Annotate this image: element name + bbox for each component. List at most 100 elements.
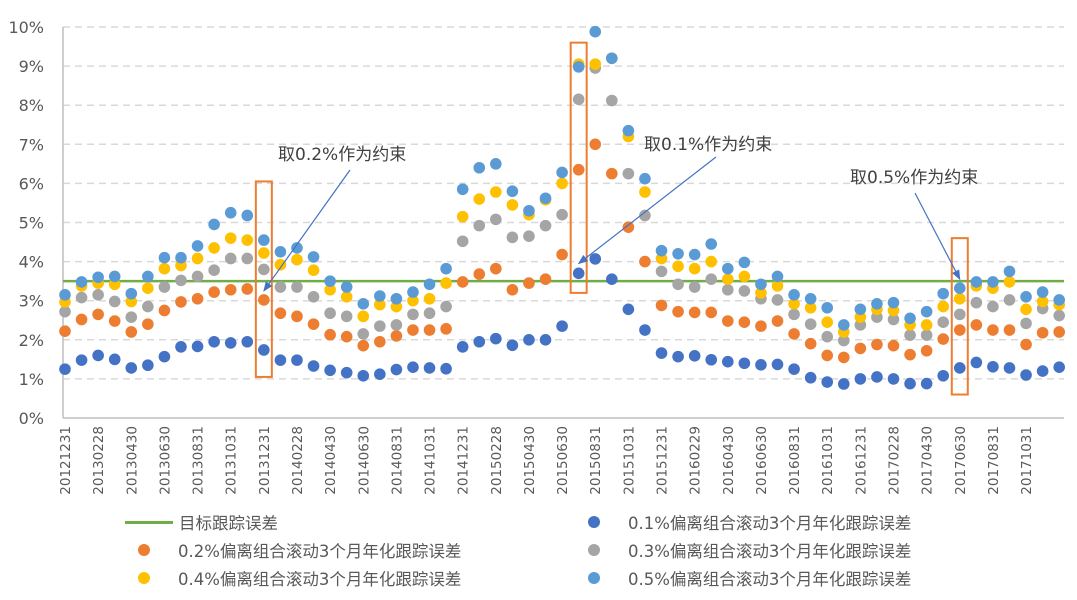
data-point <box>390 292 403 305</box>
series-2 <box>59 138 1065 364</box>
data-point <box>191 340 204 353</box>
data-point <box>1020 338 1032 351</box>
data-point <box>490 158 502 170</box>
data-point <box>307 318 320 330</box>
data-point <box>291 242 303 254</box>
data-point <box>108 295 121 308</box>
data-point <box>755 287 767 299</box>
data-point <box>738 270 751 283</box>
x-tick-label: 20140228 <box>290 426 306 495</box>
legend-line-swatch <box>125 520 173 524</box>
data-point <box>904 329 916 341</box>
data-point <box>307 290 320 303</box>
y-tick-label: 8% <box>19 96 44 115</box>
data-point <box>191 292 204 305</box>
x-tick-label: 20161031 <box>820 426 836 495</box>
data-point <box>523 334 535 346</box>
data-point <box>854 342 867 355</box>
data-point <box>771 315 784 327</box>
x-tick-label: 20170831 <box>986 426 1002 495</box>
highlight-box <box>569 41 588 294</box>
data-point <box>904 377 916 390</box>
data-point <box>572 93 585 106</box>
data-point <box>191 270 204 283</box>
data-point <box>440 362 452 375</box>
data-point <box>705 238 718 250</box>
data-point <box>920 329 933 341</box>
data-point <box>92 289 104 301</box>
series-3 <box>59 62 1065 347</box>
data-point <box>970 296 983 309</box>
data-point <box>506 231 519 244</box>
data-point <box>837 319 850 331</box>
legend-label: 0.1%偏离组合滚动3个月年化跟踪误差 <box>628 514 912 533</box>
legend-item-0-5pct: 0.5%偏离组合滚动3个月年化跟踪误差 <box>568 566 911 590</box>
data-point <box>92 308 104 321</box>
y-tick-label: 7% <box>19 135 44 154</box>
data-point <box>324 364 336 377</box>
legend-label: 0.2%偏离组合滚动3个月年化跟踪误差 <box>178 542 462 561</box>
data-point <box>473 193 486 205</box>
data-point <box>688 262 701 275</box>
data-point <box>688 248 701 261</box>
data-point <box>738 285 751 297</box>
data-point <box>771 270 784 283</box>
data-point <box>755 359 767 371</box>
data-point <box>357 339 370 352</box>
data-point <box>821 301 834 314</box>
annotation-arrow <box>263 169 351 292</box>
data-point <box>987 324 999 336</box>
data-point <box>423 292 436 305</box>
data-point <box>904 348 916 361</box>
series-1 <box>59 253 1065 390</box>
data-point <box>1053 309 1065 322</box>
data-point <box>556 166 568 179</box>
data-point <box>937 316 950 329</box>
data-point <box>158 350 171 363</box>
x-tick-label: 20140831 <box>389 426 405 495</box>
data-point <box>738 316 751 329</box>
y-tick-label: 9% <box>19 57 44 76</box>
x-tick-label: 20140430 <box>323 426 339 495</box>
data-point <box>1036 286 1049 298</box>
x-tick-label: 20150430 <box>522 426 538 495</box>
data-point <box>506 185 519 198</box>
data-point <box>224 283 237 296</box>
chart: 0% 1% 2% 3% 4% 5% 6% 7% 8% 9% 10% 20121231 20130228… <box>8 18 1065 495</box>
x-tick-label: 20170630 <box>953 426 969 495</box>
data-point <box>871 298 883 310</box>
data-point <box>556 320 568 332</box>
x-axis-ticks: 20121231 20130228 20130430 20130630 20130831… <box>58 426 1035 495</box>
data-point <box>722 262 734 275</box>
data-point <box>672 305 684 318</box>
data-point <box>788 298 800 310</box>
data-point <box>423 362 436 374</box>
data-point <box>374 320 386 332</box>
data-point <box>357 369 370 382</box>
data-point <box>125 311 138 323</box>
legend-item-0-4pct: 0.4%偏离组合滚动3个月年化跟踪误差 <box>118 566 461 590</box>
annotation-label: 取0.5%作为约束 <box>850 168 978 188</box>
data-point <box>340 281 353 293</box>
data-point <box>556 248 568 261</box>
data-point <box>953 292 966 305</box>
data-point <box>788 289 800 301</box>
data-point <box>1036 365 1049 377</box>
data-point <box>274 246 287 258</box>
data-point <box>208 264 220 277</box>
data-point <box>506 339 519 352</box>
data-point <box>1003 265 1016 278</box>
x-tick-label: 20130630 <box>157 426 173 495</box>
data-point <box>1003 362 1016 374</box>
data-point <box>821 349 834 362</box>
data-point <box>142 270 154 283</box>
data-point <box>456 235 469 248</box>
y-tick-label: 6% <box>19 174 44 193</box>
data-point <box>423 278 436 291</box>
data-point <box>705 306 718 319</box>
data-point <box>59 325 71 337</box>
data-point <box>804 371 817 384</box>
x-tick-label: 20161231 <box>853 426 869 495</box>
data-point <box>556 208 568 221</box>
data-point <box>324 283 336 296</box>
